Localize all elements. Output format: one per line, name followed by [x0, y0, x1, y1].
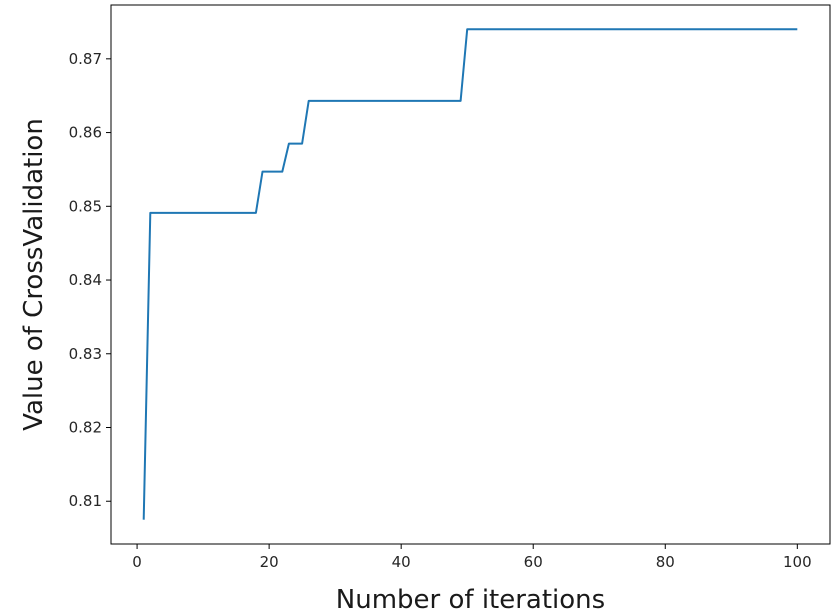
y-tick-label: 0.85	[69, 197, 102, 215]
y-tick-label: 0.84	[69, 271, 102, 289]
plot-frame	[110, 4, 831, 545]
x-tick-label: 40	[392, 553, 411, 571]
x-tick-label: 60	[524, 553, 543, 571]
x-tick-label: 100	[783, 553, 812, 571]
y-tick-label: 0.81	[69, 492, 102, 510]
series-line	[142, 28, 798, 520]
x-axis-label: Number of iterations	[336, 585, 605, 614]
y-tick-label: 0.86	[69, 124, 102, 142]
x-tick-label: 0	[132, 553, 142, 571]
y-tick-label: 0.83	[69, 345, 102, 363]
y-tick-label: 0.87	[69, 50, 102, 68]
x-tick-label: 20	[260, 553, 279, 571]
x-tick-label: 80	[656, 553, 675, 571]
y-axis-label: Value of CrossValidation	[19, 118, 49, 431]
y-axis-ticks: 0.81 0.82 0.83 0.84 0.85 0.86 0.87	[69, 50, 111, 510]
y-tick-label: 0.82	[69, 418, 102, 436]
x-axis-ticks: 0 20 40 60 80 100	[132, 544, 812, 571]
series-layer	[142, 28, 798, 520]
